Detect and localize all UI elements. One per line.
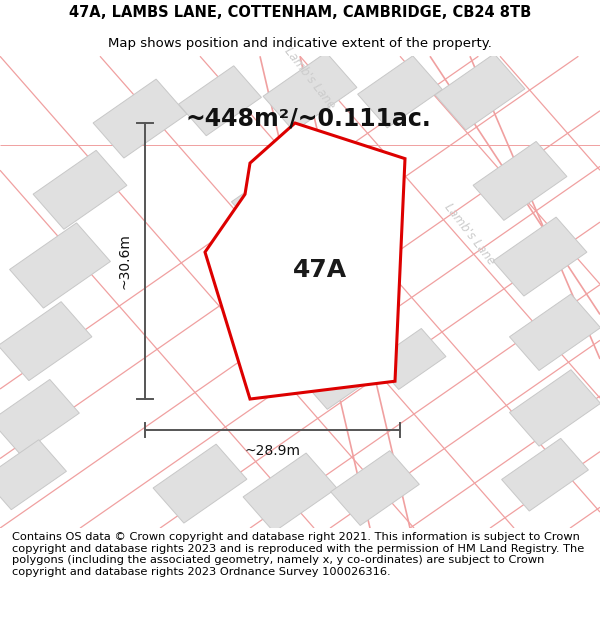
Text: 47A: 47A — [293, 258, 347, 282]
Polygon shape — [0, 440, 67, 509]
Polygon shape — [0, 379, 79, 454]
Polygon shape — [473, 141, 567, 221]
Text: ~30.6m: ~30.6m — [117, 233, 131, 289]
Polygon shape — [93, 79, 187, 158]
Polygon shape — [232, 166, 308, 231]
Polygon shape — [263, 52, 357, 131]
Text: Map shows position and indicative extent of the property.: Map shows position and indicative extent… — [108, 38, 492, 51]
Text: ~28.9m: ~28.9m — [245, 444, 301, 458]
Polygon shape — [10, 223, 110, 308]
Polygon shape — [243, 453, 337, 532]
Polygon shape — [435, 54, 525, 130]
Polygon shape — [374, 329, 446, 389]
Polygon shape — [33, 151, 127, 229]
Polygon shape — [331, 451, 419, 526]
Polygon shape — [509, 370, 600, 446]
Polygon shape — [301, 344, 379, 409]
Polygon shape — [358, 56, 442, 128]
Polygon shape — [304, 141, 376, 202]
Text: 47A, LAMBS LANE, COTTENHAM, CAMBRIDGE, CB24 8TB: 47A, LAMBS LANE, COTTENHAM, CAMBRIDGE, C… — [69, 5, 531, 20]
Text: Lamb's Lane: Lamb's Lane — [282, 45, 338, 112]
Polygon shape — [509, 294, 600, 371]
Text: Lamb's Lane: Lamb's Lane — [442, 201, 498, 268]
Polygon shape — [153, 444, 247, 523]
Polygon shape — [0, 302, 92, 381]
Polygon shape — [179, 66, 262, 136]
Polygon shape — [205, 123, 405, 399]
Polygon shape — [493, 217, 587, 296]
Polygon shape — [502, 438, 589, 511]
Text: ~448m²/~0.111ac.: ~448m²/~0.111ac. — [185, 107, 431, 131]
Text: Contains OS data © Crown copyright and database right 2021. This information is : Contains OS data © Crown copyright and d… — [12, 532, 584, 577]
